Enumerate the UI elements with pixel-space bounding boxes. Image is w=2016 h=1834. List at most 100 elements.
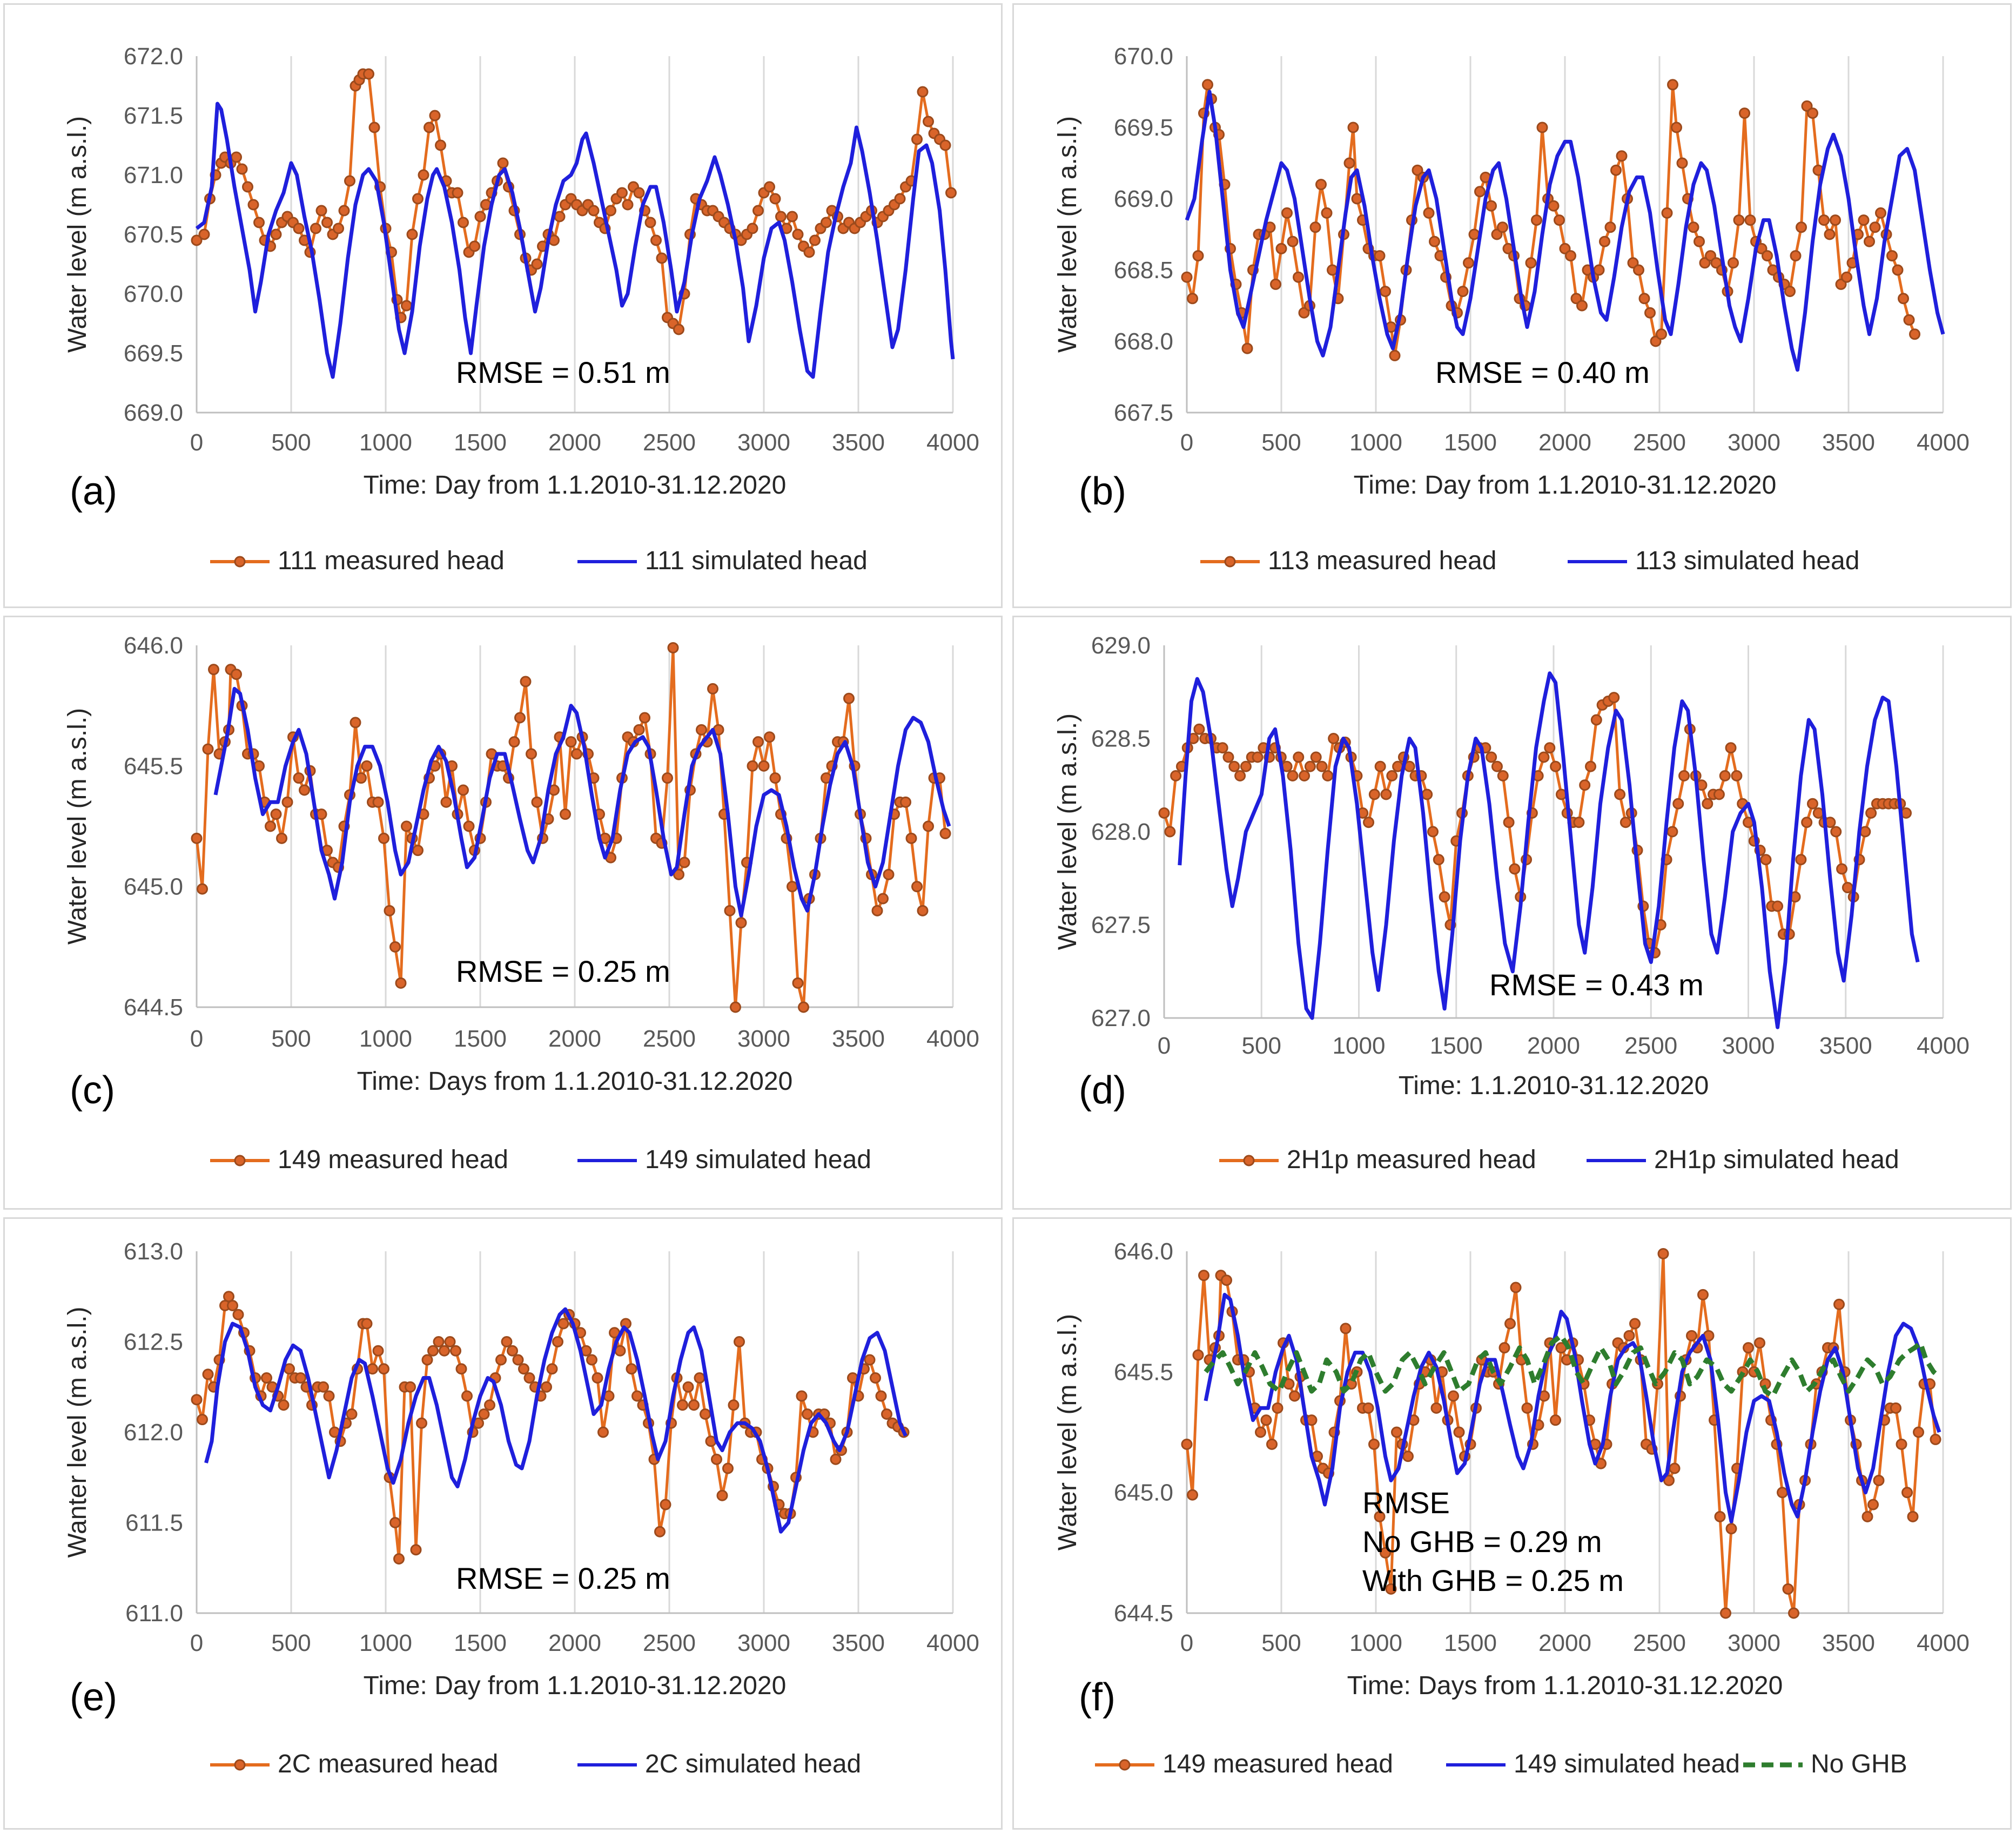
x-tick-label: 2500 [1624,1033,1677,1059]
data-point [427,1345,439,1357]
data-point [1796,221,1807,233]
x-tick-label: 4000 [926,429,979,456]
data-point [769,772,781,784]
data-point [764,181,775,193]
chart-svg-f: 0 500 1000 1500 2000 2500 3000 3500 4000 644.5 645… [1053,1238,1970,1778]
data-point [900,796,911,808]
data-point [728,1399,740,1411]
data-point [1676,157,1688,169]
data-point [270,808,282,820]
data-point [1907,1511,1919,1522]
data-point [654,1526,666,1538]
x-tick-label: 1500 [1444,429,1497,456]
data-point [338,205,350,217]
data-point [730,1001,741,1013]
data-point [361,1318,373,1330]
data-point [514,712,526,724]
data-point [1531,214,1542,226]
data-point [293,772,305,784]
data-point [1221,1275,1232,1286]
y-tick-label: 669.0 [124,400,183,426]
data-point [787,881,798,893]
series-line-0 [1185,1252,1937,1615]
data-point [435,139,446,151]
data-point [1754,1337,1765,1349]
data-point [911,133,923,145]
x-tick-label: 2000 [548,1630,601,1656]
data-point [917,905,929,916]
data-point [281,796,293,808]
data-point [1875,207,1886,219]
data-point [1886,250,1898,262]
data-point [923,116,934,127]
y-tick-label: 612.5 [124,1329,183,1356]
data-point [1429,235,1440,247]
data-point [208,664,219,676]
data-point [1733,214,1745,226]
data-point [1667,79,1678,91]
panel-label: (a) [70,470,117,513]
y-tick-label: 644.5 [1114,1600,1173,1627]
data-point [769,193,781,205]
data-point [368,122,380,133]
data-point [1158,807,1170,819]
data-point [1536,122,1548,133]
data-point [1193,723,1205,735]
panel-label: (e) [70,1676,117,1719]
legend-label: 2C measured head [278,1750,498,1778]
data-point [1521,1402,1533,1414]
data-point [1252,751,1264,763]
data-point [1228,760,1240,772]
data-point [1720,1607,1731,1619]
x-tick-label: 2500 [643,1630,696,1656]
data-point [792,977,804,989]
data-point [1504,1318,1516,1330]
data-point [1830,826,1842,838]
data-point [1619,817,1631,828]
data-point [474,211,486,222]
data-point [1584,760,1596,772]
data-point [455,1363,467,1375]
legend-label: 2C simulated head [645,1750,861,1778]
data-point [875,1390,887,1402]
data-point [372,1345,384,1357]
data-point [1719,770,1731,781]
data-point [265,820,276,832]
series-line-2 [1204,1333,1941,1399]
data-point [450,1345,461,1357]
series-line-0 [1185,83,1916,357]
data-point [191,234,203,246]
data-point [1898,293,1909,305]
data-point [1666,826,1678,838]
data-point [1890,1402,1901,1414]
data-point [452,187,463,199]
data-point [401,820,412,832]
x-tick-label: 0 [190,429,203,456]
data-point [421,1354,433,1366]
data-point [1423,207,1435,219]
y-tick-label: 667.5 [1114,400,1173,426]
y-tick-label: 644.5 [124,994,183,1021]
x-tick-label: 500 [1242,1033,1281,1059]
y-tick-label: 671.5 [124,103,183,129]
rmse-annotation: RMSE [1362,1486,1450,1520]
x-tick-label: 1000 [359,429,412,456]
data-point [939,139,951,151]
data-point [405,1381,416,1393]
data-point [1272,1402,1283,1414]
x-tick-label: 1000 [359,1026,412,1052]
data-point [1656,328,1667,340]
data-point [1374,1511,1386,1522]
series-line-1 [213,686,951,918]
x-axis-label: Time: Day from 1.1.2010-31.12.2020 [364,1671,787,1700]
data-point [1559,242,1571,254]
data-point [469,240,480,252]
data-point [202,1368,214,1380]
data-point [1548,200,1560,212]
y-tick-label: 671.0 [124,162,183,188]
data-point [656,252,668,264]
data-point [1699,257,1711,269]
x-tick-label: 4000 [1917,429,1970,456]
data-point [367,1363,378,1375]
data-point [1538,751,1550,763]
